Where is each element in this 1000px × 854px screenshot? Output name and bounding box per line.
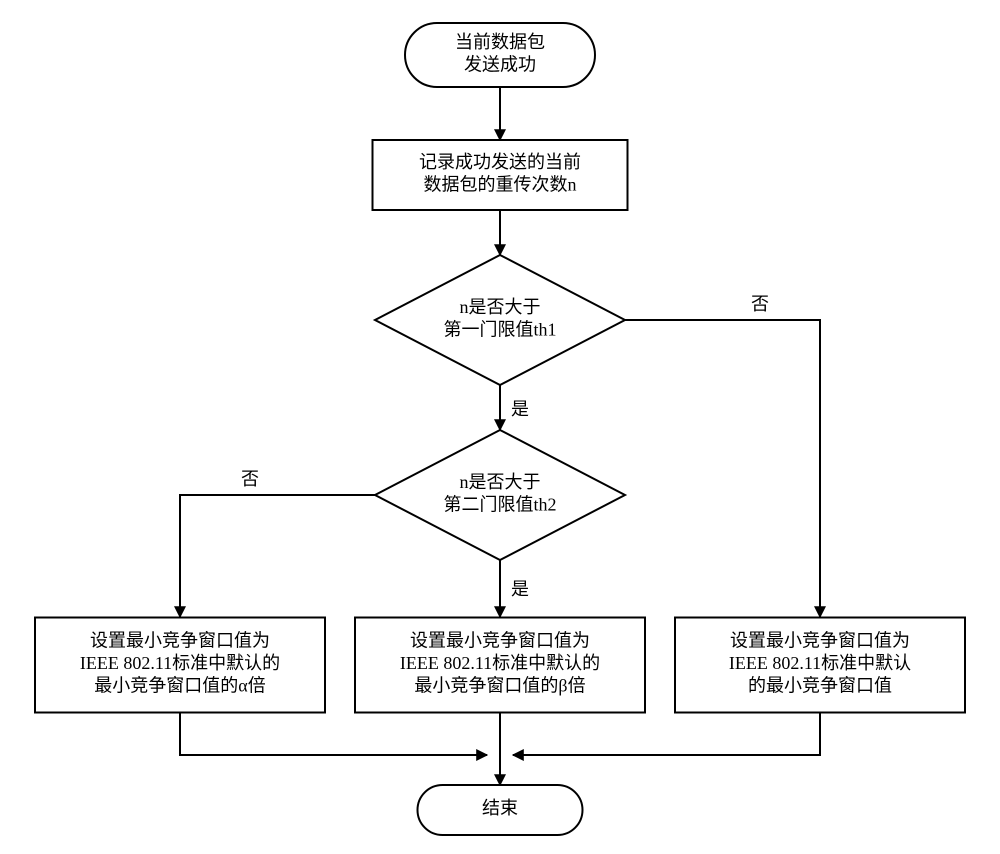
svg-text:设置最小竞争窗口值为: 设置最小竞争窗口值为 [730, 631, 910, 651]
svg-text:IEEE 802.11标准中默认的: IEEE 802.11标准中默认的 [400, 653, 600, 673]
edge-6 [180, 712, 487, 755]
svg-text:的最小竞争窗口值: 的最小竞争窗口值 [748, 676, 892, 696]
svg-text:最小竞争窗口值的β倍: 最小竞争窗口值的β倍 [414, 676, 585, 696]
svg-text:IEEE 802.11标准中默认的: IEEE 802.11标准中默认的 [80, 653, 280, 673]
edge-label-2: 是 [511, 399, 529, 419]
svg-text:记录成功发送的当前: 记录成功发送的当前 [419, 152, 581, 172]
svg-text:设置最小竞争窗口值为: 设置最小竞争窗口值为 [90, 631, 270, 651]
svg-text:当前数据包: 当前数据包 [455, 32, 545, 52]
edge-5 [180, 495, 375, 617]
edge-3 [625, 320, 820, 617]
svg-text:最小竞争窗口值的α倍: 最小竞争窗口值的α倍 [94, 676, 265, 696]
edge-7 [513, 712, 820, 755]
edge-label-5: 否 [241, 469, 259, 489]
svg-text:第二门限值th2: 第二门限值th2 [443, 494, 556, 514]
flowchart: 当前数据包发送成功记录成功发送的当前数据包的重传次数nn是否大于第一门限值th1… [0, 0, 1000, 854]
svg-text:第一门限值th1: 第一门限值th1 [443, 319, 556, 339]
svg-text:数据包的重传次数n: 数据包的重传次数n [424, 174, 577, 194]
svg-text:发送成功: 发送成功 [464, 54, 536, 74]
svg-text:IEEE 802.11标准中默认: IEEE 802.11标准中默认 [729, 653, 911, 673]
svg-text:结束: 结束 [482, 798, 518, 818]
edge-label-4: 是 [511, 579, 529, 599]
edge-label-3: 否 [751, 294, 769, 314]
svg-text:n是否大于: n是否大于 [460, 472, 541, 492]
svg-text:设置最小竞争窗口值为: 设置最小竞争窗口值为 [410, 631, 590, 651]
svg-text:n是否大于: n是否大于 [460, 297, 541, 317]
